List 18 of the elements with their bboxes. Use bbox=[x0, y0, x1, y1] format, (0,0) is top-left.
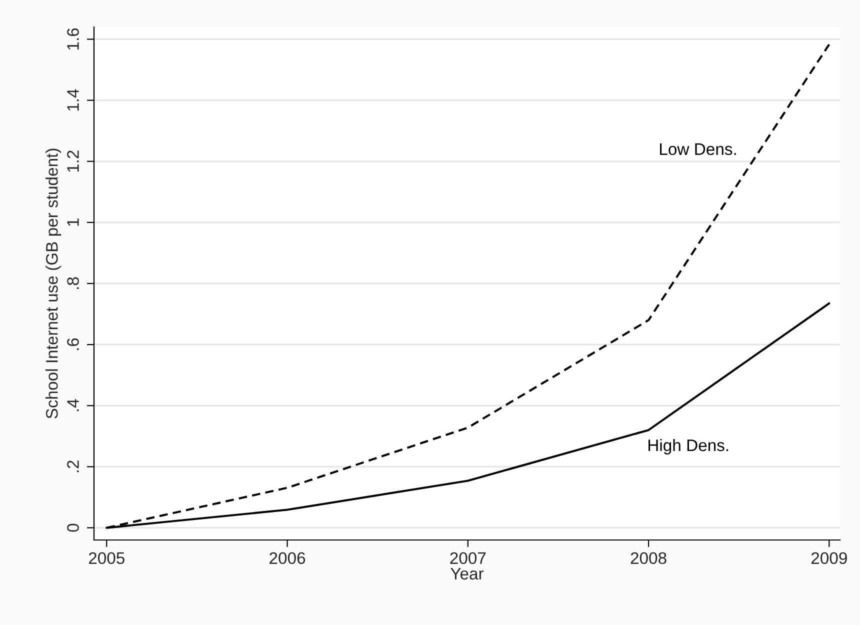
y-tick-label: .4 bbox=[67, 399, 79, 412]
x-tick-label: 2009 bbox=[811, 552, 847, 564]
y-axis-title: School Internet use (GB per student) bbox=[46, 148, 62, 418]
x-axis-title: Year bbox=[450, 568, 484, 580]
y-tick-label: 1.4 bbox=[67, 89, 79, 111]
y-tick-label: .2 bbox=[67, 460, 79, 472]
x-tick-label: 2005 bbox=[88, 552, 124, 564]
y-tick-label: .8 bbox=[67, 277, 79, 289]
y-tick-label: 0 bbox=[67, 524, 79, 532]
y-tick-label: 1.2 bbox=[67, 150, 79, 172]
y-tick-label: 1 bbox=[67, 218, 79, 226]
series-label: Low Dens. bbox=[660, 143, 736, 156]
x-tick-label: 2007 bbox=[450, 552, 486, 564]
x-tick-label: 2006 bbox=[270, 552, 306, 564]
y-tick-label: .6 bbox=[67, 338, 79, 350]
y-tick-label: 1.6 bbox=[67, 28, 79, 50]
x-tick-label: 2008 bbox=[630, 552, 666, 564]
series-label: High Dens. bbox=[648, 438, 728, 455]
